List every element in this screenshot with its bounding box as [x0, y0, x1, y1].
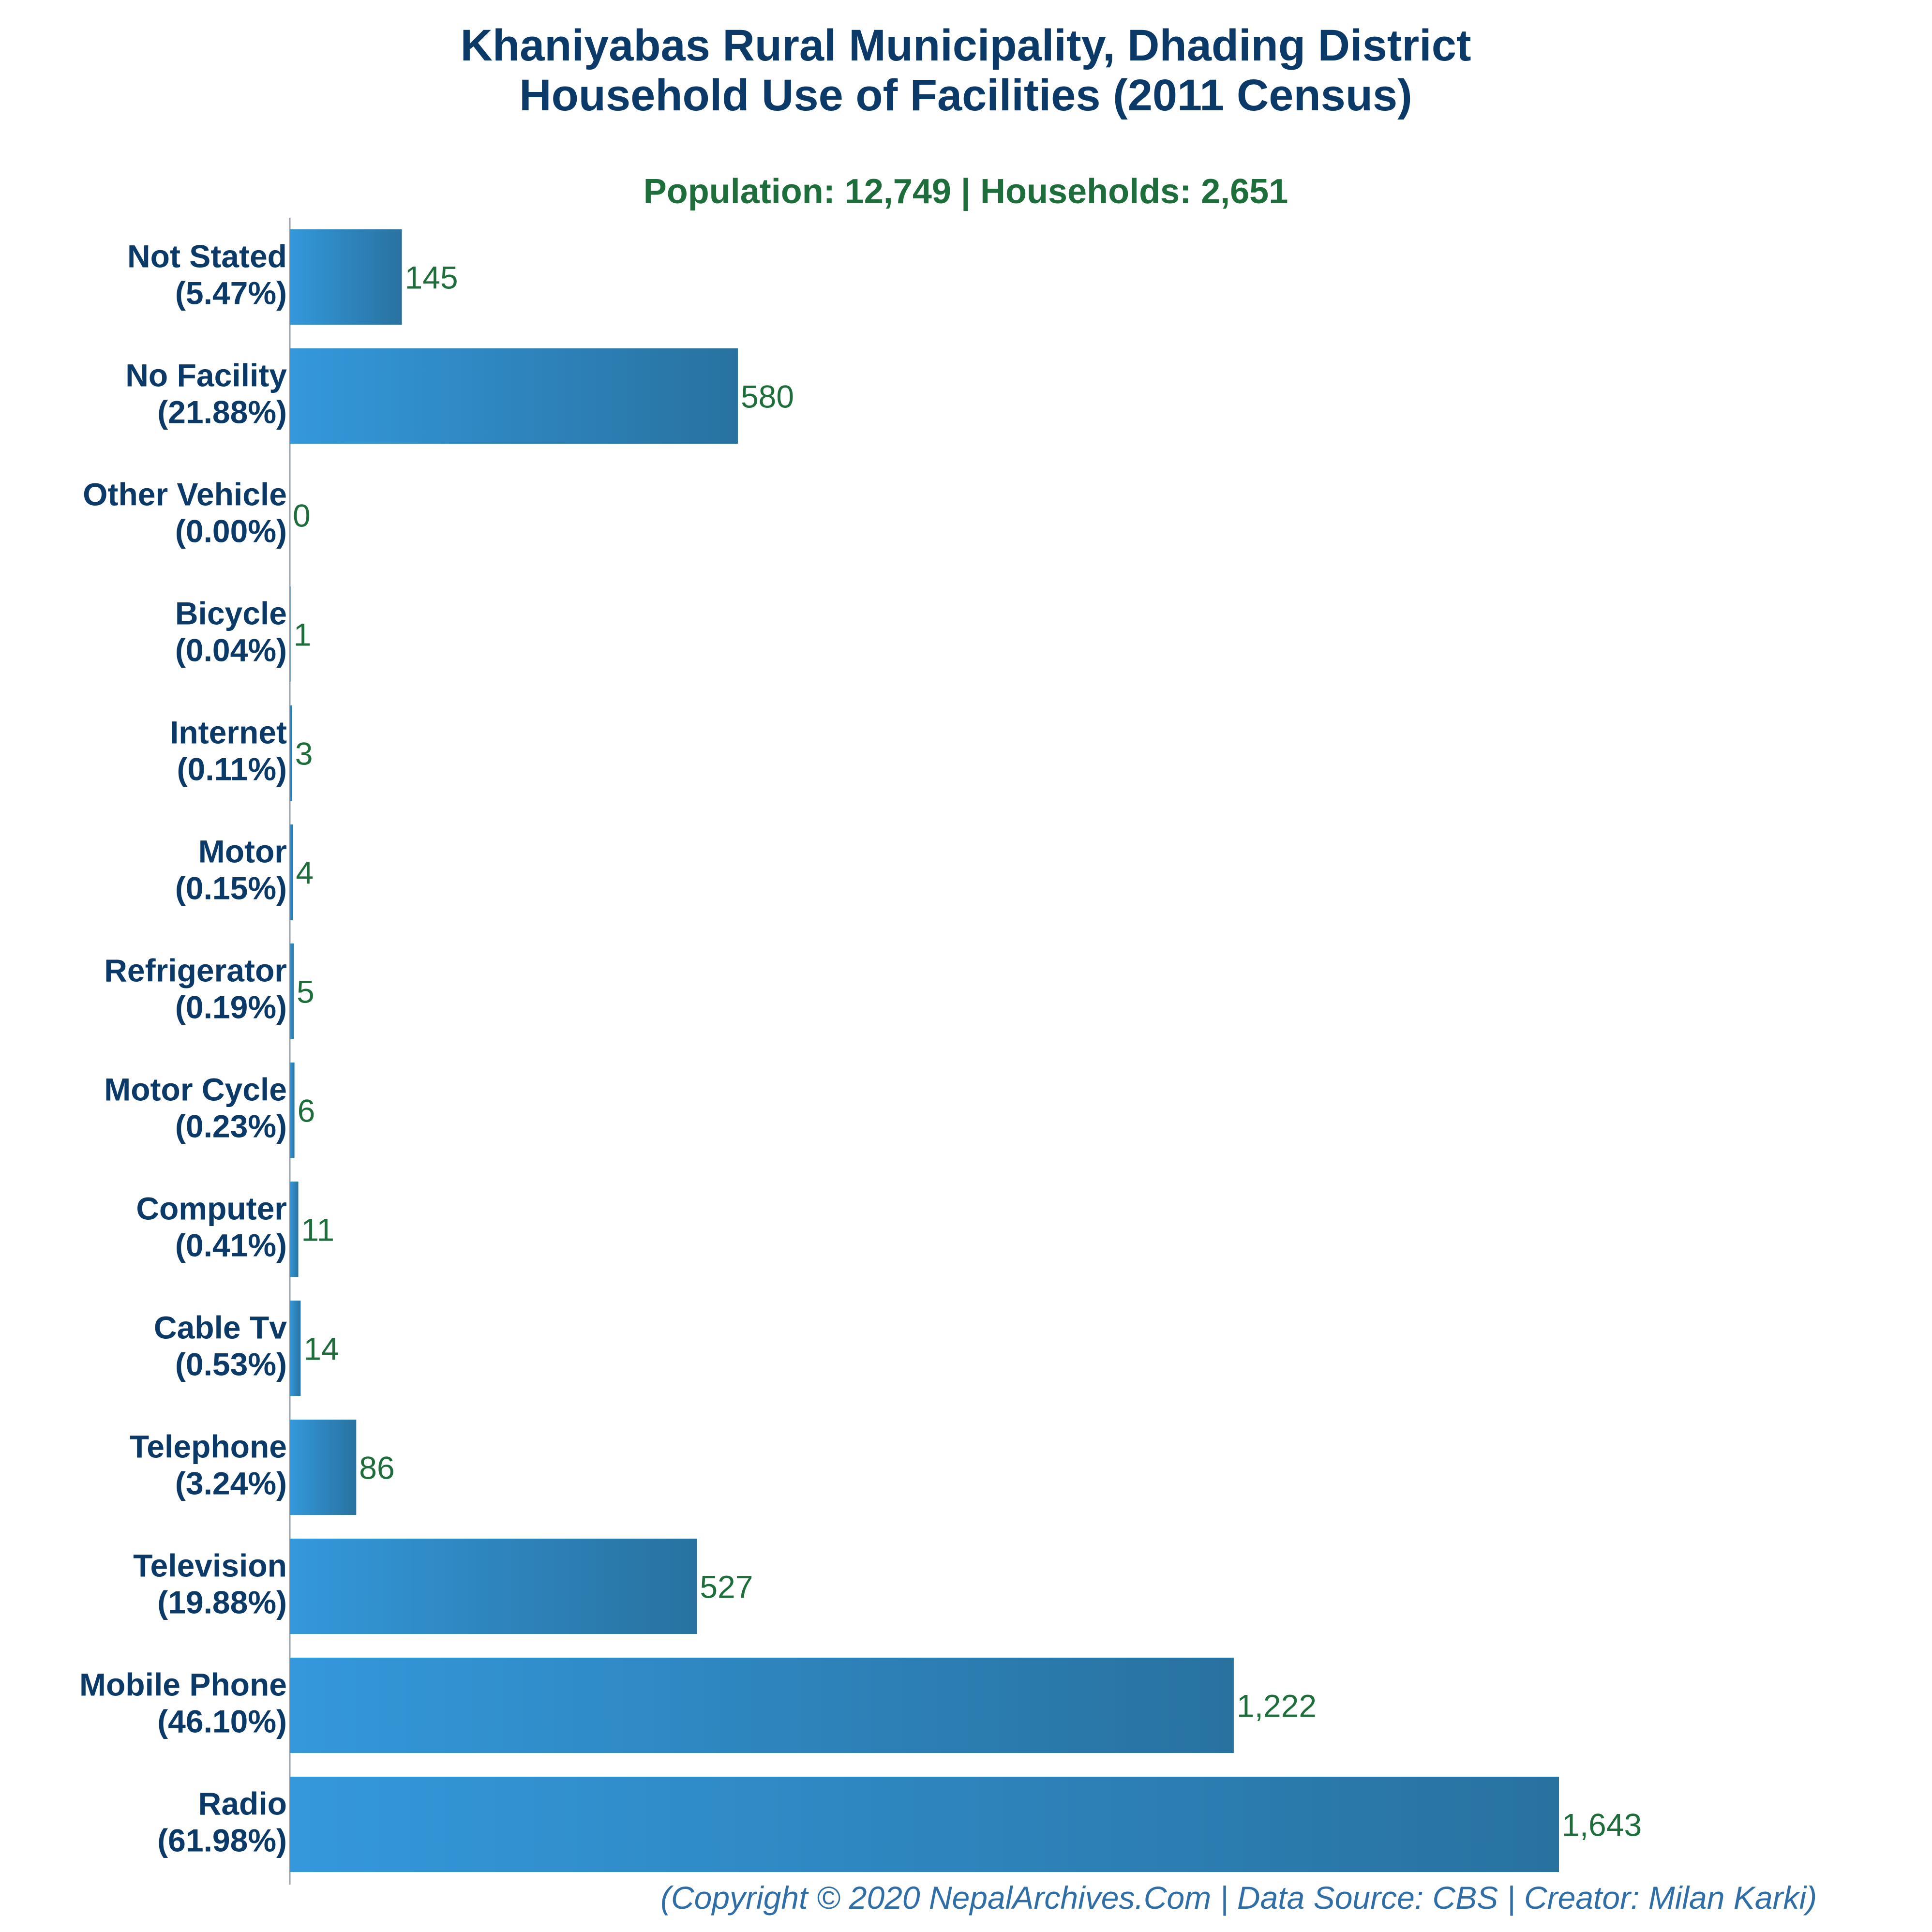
percent-label: (3.24%): [175, 1466, 287, 1501]
bar-motor-cycle: [290, 1063, 295, 1158]
bar-cable-tv: [290, 1301, 301, 1396]
footer-credit: (Copyright © 2020 NepalArchives.Com | Da…: [660, 1880, 1817, 1917]
bar-radio: [290, 1777, 1559, 1872]
percent-label: (19.88%): [157, 1585, 287, 1620]
bar-motor: [290, 824, 293, 920]
bar-internet: [290, 705, 292, 801]
chart-title-line1: Khaniyabas Rural Municipality, Dhading D…: [460, 21, 1471, 70]
category-label: Motor: [198, 834, 287, 869]
category-label: Mobile Phone: [79, 1667, 287, 1703]
percent-label: (0.00%): [175, 513, 287, 549]
percent-label: (0.41%): [175, 1228, 287, 1263]
bar-mobile-phone: [290, 1658, 1234, 1753]
value-label: 3: [295, 736, 313, 772]
bar-no-facility: [290, 348, 738, 444]
category-label: Other Vehicle: [83, 477, 287, 512]
bar-television: [290, 1539, 697, 1634]
percent-label: (61.98%): [157, 1823, 287, 1858]
category-label: Telephone: [130, 1429, 287, 1465]
category-label: Bicycle: [175, 596, 287, 631]
bar-not-stated: [290, 229, 402, 325]
value-label: 5: [297, 974, 315, 1010]
category-label: Internet: [170, 715, 287, 750]
chart-title-line2: Household Use of Facilities (2011 Census…: [519, 71, 1412, 120]
chart-subtitle: Population: 12,749 | Households: 2,651: [644, 172, 1288, 211]
category-label: Television: [133, 1548, 287, 1584]
bar-bicycle: [290, 586, 291, 682]
percent-label: (0.53%): [175, 1347, 287, 1382]
value-label: 86: [359, 1450, 394, 1486]
category-label: Cable Tv: [154, 1310, 287, 1346]
percent-label: (21.88%): [157, 394, 287, 430]
value-label: 1: [294, 617, 312, 653]
value-label: 1,643: [1562, 1807, 1642, 1843]
value-label: 145: [404, 260, 458, 296]
percent-label: (0.19%): [175, 989, 287, 1025]
value-label: 11: [301, 1212, 335, 1248]
category-label: Radio: [198, 1786, 287, 1822]
percent-label: (46.10%): [157, 1704, 287, 1739]
category-label: Computer: [136, 1191, 287, 1227]
percent-label: (0.04%): [175, 632, 287, 668]
value-label: 4: [296, 855, 314, 891]
value-label: 14: [303, 1331, 339, 1367]
percent-label: (0.15%): [175, 870, 287, 906]
percent-label: (5.47%): [175, 275, 287, 311]
value-label: 0: [293, 498, 311, 534]
percent-label: (0.23%): [175, 1108, 287, 1144]
percent-label: (0.11%): [177, 751, 287, 787]
bar-telephone: [290, 1420, 357, 1515]
category-label: No Facility: [125, 358, 287, 393]
category-label: Motor Cycle: [104, 1072, 287, 1108]
value-label: 1,222: [1237, 1688, 1317, 1724]
value-label: 6: [298, 1093, 315, 1129]
value-label: 580: [741, 379, 794, 415]
value-label: 527: [700, 1569, 753, 1605]
bar-refrigerator: [290, 944, 294, 1039]
category-label: Not Stated: [127, 239, 287, 274]
category-label: Refrigerator: [104, 953, 287, 988]
bar-computer: [290, 1182, 299, 1277]
